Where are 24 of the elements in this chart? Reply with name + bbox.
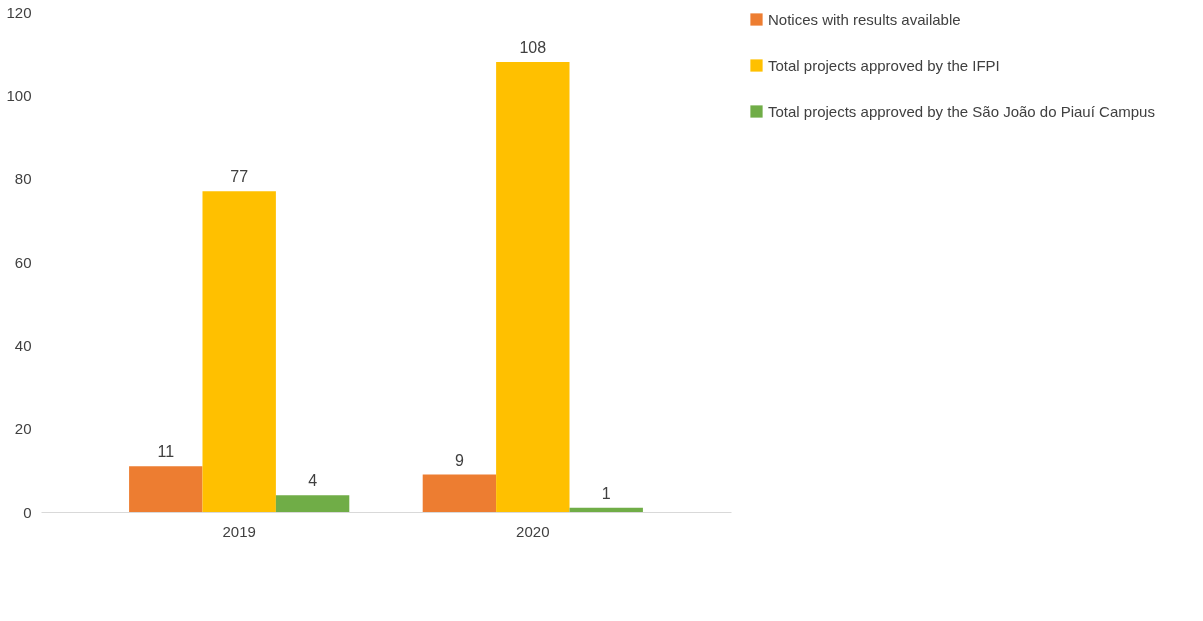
bar (422, 474, 497, 512)
data-label: 11 (157, 443, 175, 461)
legend-label: Total projects approved by the São João do Piauí Campus (768, 102, 1155, 120)
y-tick-label: 0 (23, 503, 32, 521)
y-tick-label: 40 (14, 336, 32, 354)
y-tick-label: 60 (14, 253, 32, 271)
y-tick-label: 120 (6, 3, 32, 21)
data-label: 1 (601, 484, 611, 502)
data-label: 4 (308, 472, 318, 490)
x-tick-label: 2019 (222, 522, 256, 540)
y-tick-label: 100 (6, 86, 32, 104)
bar (569, 507, 643, 512)
legend-label: Notices with results available (768, 10, 961, 28)
legend-label: Total projects approved by the IFPI (768, 56, 1000, 74)
bar (202, 191, 276, 512)
data-label: 9 (454, 451, 464, 469)
bar (496, 62, 570, 512)
data-label: 77 (230, 168, 249, 186)
y-tick-label: 20 (14, 420, 32, 438)
x-tick-label: 2020 (516, 522, 550, 540)
bar (275, 495, 350, 512)
data-label: 108 (519, 39, 547, 56)
y-tick-label: 80 (14, 170, 32, 188)
bar (129, 466, 203, 512)
